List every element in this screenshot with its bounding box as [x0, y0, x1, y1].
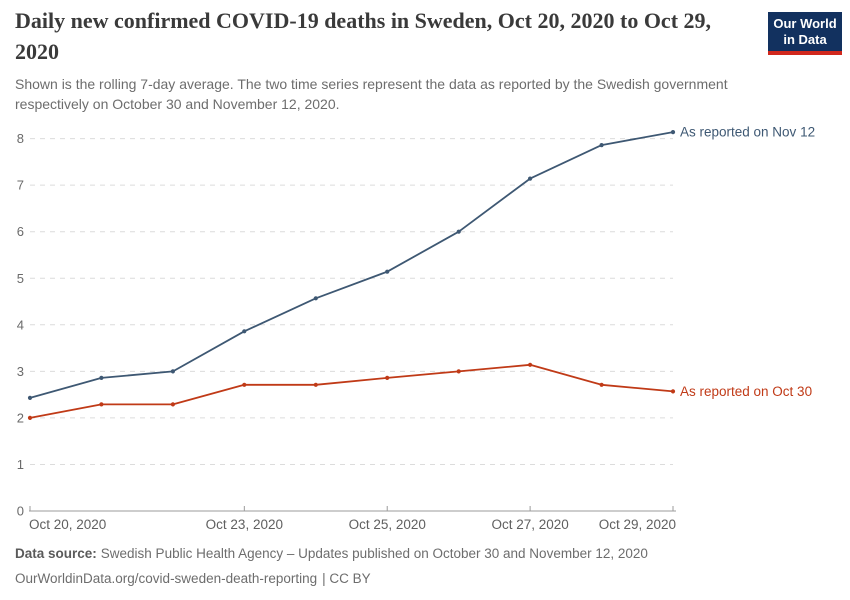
chart-footer: Data source: Swedish Public Health Agency… — [15, 541, 815, 591]
x-axis-tick-label-oct-27-2020: Oct 27, 2020 — [491, 517, 568, 532]
y-axis-tick-label-2: 2 — [17, 410, 24, 425]
series-point-as-reported-on-oct-30-oct-27[interactable] — [528, 362, 533, 367]
series-point-as-reported-on-oct-30-oct-29[interactable] — [670, 389, 676, 394]
series-point-as-reported-on-oct-30-oct-26[interactable] — [456, 369, 461, 374]
x-axis-tick-label-oct-29-2020: Oct 29, 2020 — [599, 517, 676, 532]
x-axis-tick-label-oct-23-2020: Oct 23, 2020 — [206, 517, 283, 532]
x-axis-tick-label-oct-25-2020: Oct 25, 2020 — [349, 517, 426, 532]
series-point-as-reported-on-oct-30-oct-23[interactable] — [242, 382, 247, 387]
y-axis-tick-label-6: 6 — [17, 224, 24, 239]
series-point-as-reported-on-nov-12-oct-22[interactable] — [170, 369, 175, 374]
series-point-as-reported-on-oct-30-oct-20[interactable] — [27, 415, 33, 420]
series-point-as-reported-on-oct-30-oct-28[interactable] — [599, 382, 604, 387]
series-point-as-reported-on-nov-12-oct-26[interactable] — [456, 229, 461, 234]
line-chart: 0 1 2 3 4 5 6 7 8 Oct 20, 2020 Oct 23, 2020 Oct 25,… — [17, 125, 815, 532]
y-axis-tick-label-3: 3 — [17, 364, 24, 379]
data-source-label: Data source: — [15, 546, 97, 561]
owid-logo: Our World in Data — [768, 12, 842, 55]
series-point-as-reported-on-nov-12-oct-20[interactable] — [27, 395, 33, 400]
page-title: Daily new confirmed COVID-19 deaths in S… — [15, 8, 712, 64]
series-point-as-reported-on-nov-12-oct-28[interactable] — [599, 143, 604, 148]
series-line-as-reported-on-nov-12[interactable] — [29, 131, 674, 399]
series-point-as-reported-on-oct-30-oct-24[interactable] — [313, 382, 318, 387]
chart-subtitle: Shown is the rolling 7-day average. The … — [15, 76, 728, 112]
y-axis-tick-label-8: 8 — [17, 131, 24, 146]
owid-url-link[interactable]: OurWorldinData.org/covid-sweden-death-re… — [15, 571, 318, 586]
license-text: | CC BY — [322, 571, 371, 586]
series-point-as-reported-on-nov-12-oct-29[interactable] — [670, 130, 676, 135]
series-line-as-reported-on-oct-30[interactable] — [29, 363, 674, 419]
series-point-as-reported-on-oct-30-oct-25[interactable] — [385, 375, 390, 380]
series-point-as-reported-on-nov-12-oct-24[interactable] — [313, 296, 318, 301]
y-axis-tick-label-4: 4 — [17, 317, 24, 332]
y-axis-tick-label-1: 1 — [17, 457, 24, 472]
series-point-as-reported-on-nov-12-oct-25[interactable] — [385, 269, 390, 274]
x-axis-tick-label-oct-20-2020: Oct 20, 2020 — [29, 517, 106, 532]
series-end-label-as-reported-on-nov-12: As reported on Nov 12 — [680, 125, 815, 140]
data-source-text: Swedish Public Health Agency – Updates p… — [100, 546, 648, 561]
series-point-as-reported-on-oct-30-oct-21[interactable] — [99, 402, 104, 407]
series-end-label-as-reported-on-oct-30: As reported on Oct 30 — [680, 384, 812, 399]
y-axis-tick-label-0: 0 — [17, 504, 24, 519]
y-axis-tick-label-5: 5 — [17, 271, 24, 286]
series-point-as-reported-on-nov-12-oct-23[interactable] — [242, 329, 247, 334]
series-point-as-reported-on-nov-12-oct-21[interactable] — [99, 375, 104, 380]
series-point-as-reported-on-nov-12-oct-27[interactable] — [528, 176, 533, 181]
y-axis-tick-label-7: 7 — [17, 178, 24, 193]
attribution-line: OurWorldinData.org/covid-sweden-death-re… — [15, 566, 815, 591]
owid-logo-line2: in Data — [783, 32, 827, 47]
series-point-as-reported-on-oct-30-oct-22[interactable] — [170, 402, 175, 407]
data-source-line: Data source: Swedish Public Health Agency… — [15, 541, 815, 566]
owid-logo-line1: Our World — [773, 16, 837, 31]
